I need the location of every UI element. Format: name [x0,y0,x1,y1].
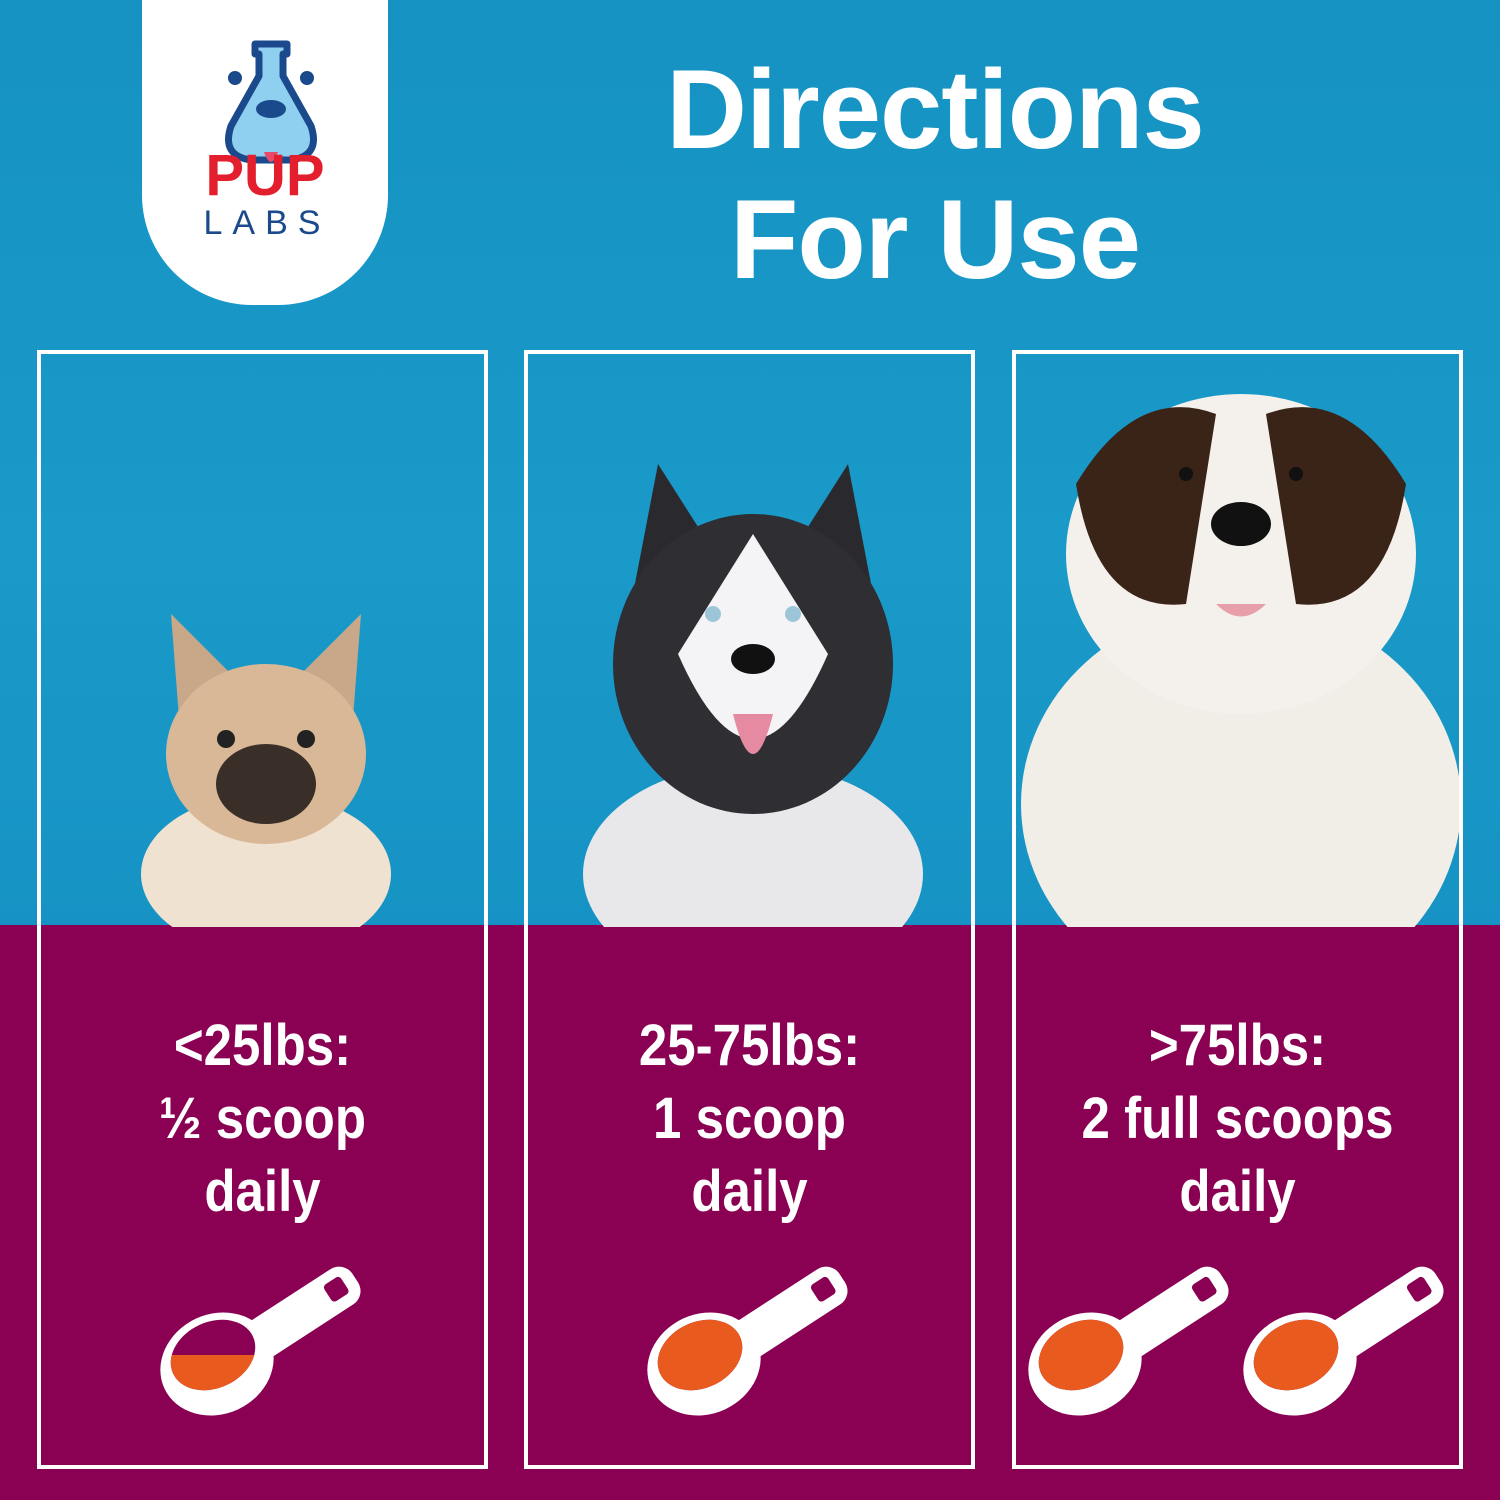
scoop-icons [528,1249,971,1424]
scoop-icon [1241,1266,1444,1416]
weight-range: 25-75lbs: [638,1013,861,1078]
frequency: daily [204,1159,321,1224]
dosage-text: 25-75lbs: 1 scoop daily [555,1009,945,1228]
scoop-icon [1026,1266,1229,1416]
scoop-amount: ½ scoop [158,1086,367,1151]
logo-word-pup: PUP [205,143,324,208]
dog-photo [1016,354,1459,927]
dog-photo [528,354,971,927]
dog-photo [41,354,484,927]
title-line-1: Directions [666,47,1205,172]
dosage-text: <25lbs: ½ scoop daily [68,1009,458,1228]
dosage-panel: 25-75lbs: 1 scoop daily [524,350,975,1469]
page-title: Directions For Use [560,45,1310,305]
scoop-icon [159,1266,361,1416]
scoop-icons [41,1249,484,1424]
title-line-2: For Use [730,177,1141,302]
logo-word-labs: LABS [204,204,331,242]
dosage-panel: <25lbs: ½ scoop daily [37,350,488,1469]
scoop-amount: 1 scoop [653,1086,846,1151]
weight-range: >75lbs: [1148,1013,1327,1078]
scoop-icon [646,1266,848,1416]
scoop-icons [1016,1249,1459,1424]
weight-range: <25lbs: [173,1013,352,1078]
frequency: daily [691,1159,808,1224]
dosage-text: >75lbs: 2 full scoops daily [1043,1009,1433,1228]
dosage-panel: >75lbs: 2 full scoops daily [1012,350,1463,1469]
frequency: daily [1179,1159,1296,1224]
scoop-amount: 2 full scoops [1081,1086,1394,1151]
pup-labs-logo: PUP LABS [142,0,388,305]
